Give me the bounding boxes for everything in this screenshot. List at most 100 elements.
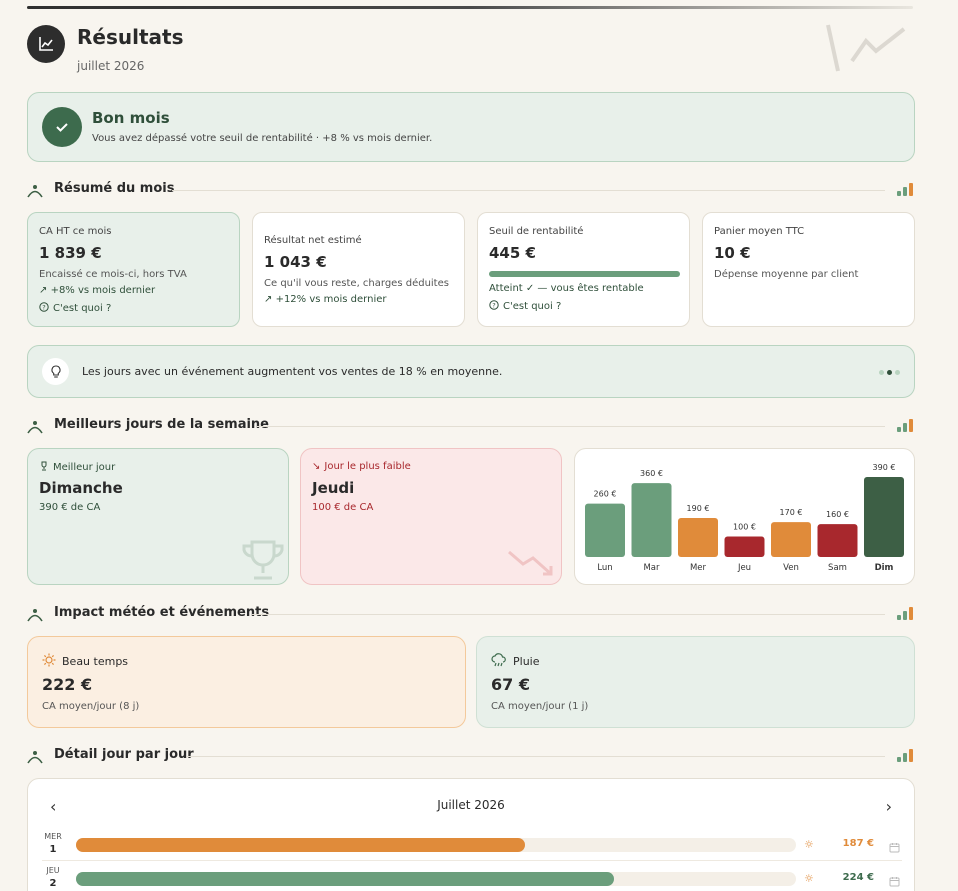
category-label: Dim [875, 563, 894, 573]
section-best-days: Meilleurs jours de la semaine [27, 417, 913, 437]
kpi-card-basket: Panier moyen TTC 10 € Dépense moyenne pa… [702, 212, 915, 327]
carousel-dot-active[interactable] [887, 370, 892, 375]
weather-value: 222 € [42, 675, 93, 694]
section-divider [257, 426, 885, 427]
weather-card-sun: Beau temps 222 € CA moyen/jour (8 j) [27, 636, 466, 728]
bar-mar [631, 483, 672, 557]
page-header: Résultats juillet 2026 [27, 24, 913, 85]
decorative-chart-icon [824, 21, 908, 79]
day-bar-fill [76, 838, 525, 852]
signal-bars-icon [897, 749, 913, 762]
carousel-dots[interactable] [879, 370, 900, 375]
section-title: Résumé du mois [54, 181, 175, 196]
carousel-dot[interactable] [895, 370, 900, 375]
calendar-event-icon[interactable] [889, 838, 900, 857]
kpi-card-net-result: Résultat net estimé 1 043 € Ce qu'il vou… [252, 212, 465, 327]
kpi-label: Résultat net estimé [264, 235, 362, 246]
kpi-label: Seuil de rentabilité [489, 226, 584, 237]
row-divider [42, 860, 902, 861]
kpi-value: 1 839 € [39, 244, 102, 262]
help-link[interactable]: ? C'est quoi ? [39, 302, 111, 315]
svg-text:?: ? [492, 302, 495, 310]
weather-desc: CA moyen/jour (1 j) [491, 701, 589, 712]
section-person-icon [27, 419, 43, 438]
best-day-card: Meilleur jour Dimanche 390 € de CA [27, 448, 289, 585]
bar-ven [771, 522, 811, 557]
section-summary: Résumé du mois [27, 181, 913, 201]
kpi-value: 1 043 € [264, 253, 327, 271]
breakeven-progress-bar [489, 271, 680, 277]
next-month-button[interactable]: › [885, 797, 892, 816]
day-amount: 224 € [842, 872, 874, 883]
insight-tip: Les jours avec un événement augmentent v… [27, 345, 915, 398]
signal-bars-icon [897, 183, 913, 196]
trend-down-watermark-icon [508, 550, 553, 576]
kpi-trend: ↗ +12% vs mois dernier [264, 294, 387, 305]
sun-icon: ☼ [804, 872, 814, 885]
worst-day-name: Jeudi [312, 479, 355, 497]
bar-value-label: 360 € [640, 469, 663, 478]
category-label: Sam [828, 563, 847, 573]
banner-title: Bon mois [92, 109, 170, 127]
best-day-amount: 390 € de CA [39, 502, 101, 513]
day-row[interactable]: JEU 2 ☼ 224 € [28, 864, 914, 891]
bar-value-label: 260 € [594, 490, 617, 499]
kpi-card-breakeven: Seuil de rentabilité 445 € Atteint ✓ — v… [477, 212, 690, 327]
day-number: 2 [49, 878, 57, 889]
sun-icon: ☼ [804, 838, 814, 851]
section-divider [252, 614, 885, 615]
signal-bars-icon [897, 607, 913, 620]
day-amount: 187 € [842, 838, 874, 849]
kpi-status: Atteint ✓ — vous êtes rentable [489, 283, 644, 294]
status-banner: Bon mois Vous avez dépassé votre seuil d… [27, 92, 915, 162]
bar-value-label: 160 € [826, 510, 849, 519]
bar-sam [817, 524, 858, 557]
signal-bars-icon [897, 419, 913, 432]
category-label: Jeu [737, 563, 751, 573]
best-day-label: Meilleur jour [39, 461, 115, 474]
section-title: Impact météo et événements [54, 605, 270, 620]
section-person-icon [27, 607, 43, 626]
carousel-dot[interactable] [879, 370, 884, 375]
check-icon [42, 107, 82, 147]
section-person-icon [27, 183, 43, 202]
daily-detail-card: ‹ Juillet 2026 › MER 1 ☼ 187 € JEU 2 ☼ 2… [27, 778, 915, 891]
section-divider [172, 190, 885, 191]
kpi-card-revenue: CA HT ce mois 1 839 € Encaissé ce mois-c… [27, 212, 240, 327]
bar-lun [585, 503, 625, 557]
worst-day-amount: 100 € de CA [312, 502, 374, 513]
bar-mer [678, 518, 718, 557]
lightbulb-icon [42, 358, 69, 385]
bar-jeu [724, 536, 765, 557]
day-bar-track [76, 872, 796, 886]
day-bar-fill [76, 872, 614, 886]
page-title: Résultats [77, 25, 184, 49]
top-progress-bar [27, 6, 913, 9]
svg-text:?: ? [42, 304, 45, 312]
cloud-rain-icon [491, 653, 507, 670]
trend-up-icon: ↗ [264, 294, 276, 305]
bar-value-label: 100 € [733, 522, 756, 531]
category-label: Mer [690, 563, 707, 573]
chart-line-icon [27, 25, 65, 63]
bar-dim [864, 477, 904, 557]
category-label: Mar [643, 563, 660, 573]
weather-value: 67 € [491, 675, 530, 694]
calendar-event-icon[interactable] [889, 872, 900, 891]
page-subtitle: juillet 2026 [77, 59, 145, 73]
section-weather: Impact météo et événements [27, 605, 913, 625]
weather-label: Beau temps [42, 653, 128, 670]
weather-label: Pluie [491, 653, 540, 670]
category-label: Ven [783, 563, 799, 573]
kpi-desc: Encaissé ce mois-ci, hors TVA [39, 269, 187, 280]
bar-value-label: 170 € [780, 508, 803, 517]
section-person-icon [27, 749, 43, 768]
day-number: 1 [49, 844, 57, 855]
section-title: Détail jour par jour [54, 747, 194, 762]
kpi-desc: Dépense moyenne par client [714, 269, 859, 280]
help-link[interactable]: ? C'est quoi ? [489, 300, 561, 313]
trend-up-icon: ↗ [39, 285, 51, 296]
trophy-watermark-icon [242, 540, 284, 580]
day-row[interactable]: MER 1 ☼ 187 € [28, 830, 914, 858]
prev-month-button[interactable]: ‹ [50, 797, 57, 816]
